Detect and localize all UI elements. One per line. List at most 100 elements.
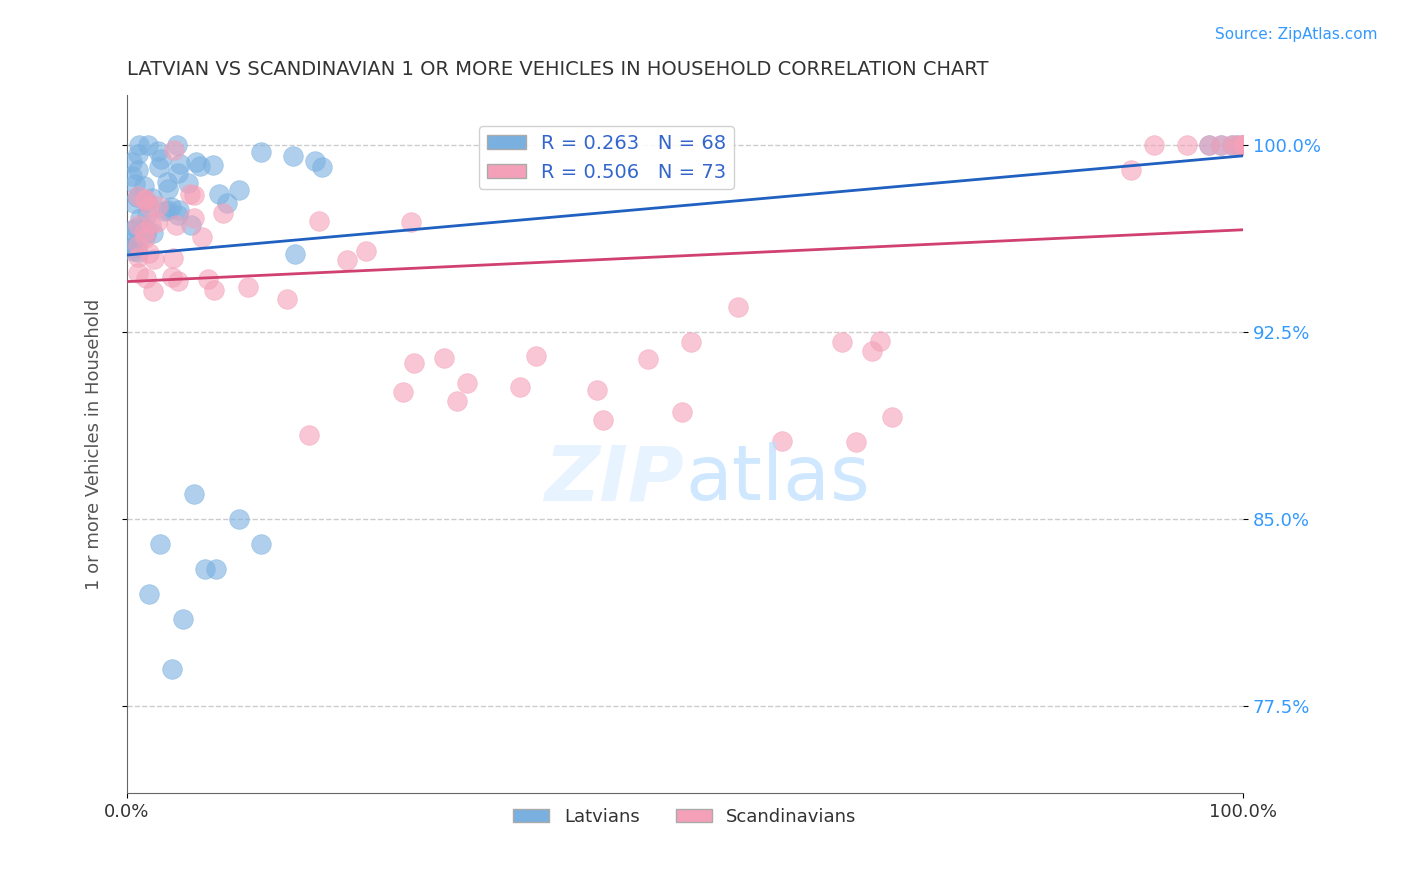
- Point: [392, 384, 415, 399]
- Point: [1226, 138, 1249, 153]
- Point: [136, 208, 159, 222]
- Point: [157, 203, 180, 218]
- Point: [190, 229, 212, 244]
- Point: [136, 194, 159, 209]
- Point: [201, 158, 224, 172]
- Point: [1232, 138, 1254, 153]
- Point: [125, 238, 148, 252]
- Point: [202, 284, 225, 298]
- Point: [127, 244, 149, 259]
- Point: [169, 157, 191, 171]
- Point: [156, 176, 179, 190]
- Point: [1232, 138, 1254, 153]
- Point: [135, 227, 157, 241]
- Point: [127, 237, 149, 252]
- Point: [404, 356, 426, 370]
- Point: [671, 404, 693, 418]
- Point: [298, 428, 321, 442]
- Point: [212, 206, 235, 220]
- Point: [134, 231, 156, 245]
- Point: [149, 152, 172, 166]
- Point: [146, 199, 169, 213]
- Point: [124, 177, 146, 191]
- Point: [160, 270, 183, 285]
- Point: [163, 143, 186, 157]
- Point: [1232, 138, 1254, 153]
- Point: [509, 380, 531, 394]
- Point: [166, 208, 188, 222]
- Point: [162, 252, 184, 266]
- Point: [1198, 138, 1220, 153]
- Legend: Latvians, Scandinavians: Latvians, Scandinavians: [506, 801, 863, 833]
- Point: [134, 194, 156, 208]
- Point: [127, 190, 149, 204]
- Point: [148, 144, 170, 158]
- Point: [142, 226, 165, 240]
- Point: [190, 159, 212, 173]
- Point: [121, 154, 143, 169]
- Point: [311, 160, 333, 174]
- Point: [183, 487, 205, 501]
- Text: ZIP: ZIP: [546, 442, 685, 516]
- Point: [183, 188, 205, 202]
- Point: [121, 244, 143, 258]
- Point: [281, 149, 304, 163]
- Point: [129, 211, 152, 226]
- Point: [135, 271, 157, 285]
- Point: [183, 211, 205, 225]
- Point: [399, 215, 422, 229]
- Point: [176, 177, 198, 191]
- Point: [122, 196, 145, 211]
- Text: Source: ZipAtlas.com: Source: ZipAtlas.com: [1215, 27, 1378, 42]
- Point: [869, 334, 891, 349]
- Point: [167, 202, 190, 217]
- Point: [308, 213, 330, 227]
- Point: [770, 434, 793, 448]
- Point: [139, 217, 162, 231]
- Point: [125, 221, 148, 235]
- Point: [138, 587, 160, 601]
- Text: LATVIAN VS SCANDINAVIAN 1 OR MORE VEHICLES IN HOUSEHOLD CORRELATION CHART: LATVIAN VS SCANDINAVIAN 1 OR MORE VEHICL…: [127, 60, 988, 78]
- Point: [135, 221, 157, 235]
- Point: [167, 166, 190, 180]
- Point: [127, 163, 149, 178]
- Point: [132, 178, 155, 193]
- Point: [160, 200, 183, 214]
- Point: [127, 189, 149, 203]
- Point: [205, 562, 228, 576]
- Point: [524, 349, 547, 363]
- Point: [121, 169, 143, 184]
- Point: [156, 181, 179, 195]
- Point: [679, 334, 702, 349]
- Point: [1226, 138, 1249, 153]
- Point: [831, 335, 853, 350]
- Point: [250, 145, 273, 159]
- Point: [880, 410, 903, 425]
- Point: [197, 272, 219, 286]
- Point: [194, 562, 217, 576]
- Point: [138, 199, 160, 213]
- Point: [228, 512, 250, 526]
- Point: [146, 215, 169, 229]
- Point: [1232, 138, 1254, 153]
- Point: [1232, 138, 1254, 153]
- Point: [121, 241, 143, 255]
- Point: [585, 383, 607, 397]
- Point: [354, 244, 377, 258]
- Point: [180, 218, 202, 232]
- Point: [446, 393, 468, 408]
- Point: [592, 413, 614, 427]
- Point: [433, 351, 456, 365]
- Point: [121, 222, 143, 236]
- Point: [456, 376, 478, 390]
- Point: [160, 662, 183, 676]
- Point: [637, 352, 659, 367]
- Point: [845, 435, 868, 450]
- Y-axis label: 1 or more Vehicles in Household: 1 or more Vehicles in Household: [86, 299, 103, 590]
- Point: [336, 252, 359, 267]
- Point: [860, 344, 883, 359]
- Point: [127, 219, 149, 233]
- Text: atlas: atlas: [685, 442, 870, 516]
- Point: [142, 284, 165, 298]
- Point: [165, 218, 187, 232]
